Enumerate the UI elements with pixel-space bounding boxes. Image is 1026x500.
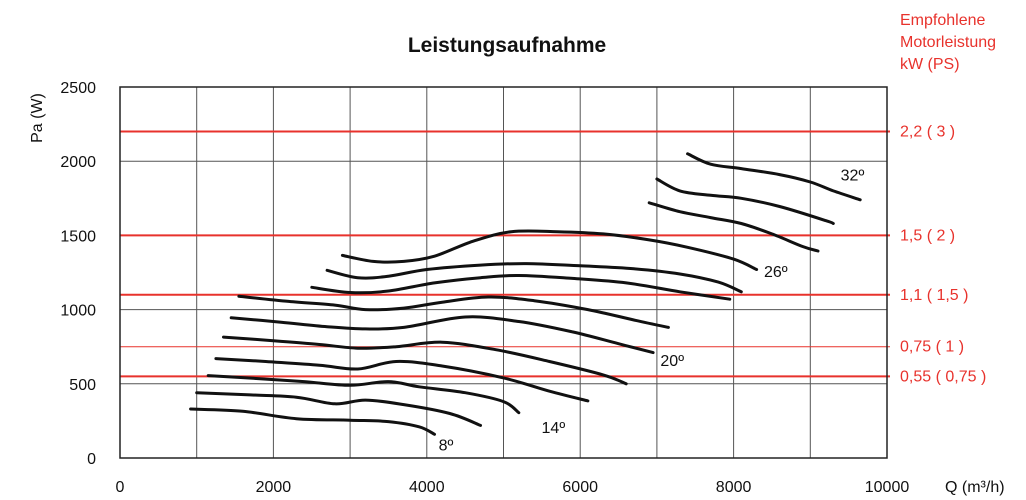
x-tick-label: 4000 (409, 479, 445, 496)
plot-frame (119, 86, 888, 459)
x-axis-label-text: Q (m³/h) (945, 479, 1005, 496)
motor-power-header-line: kW (PS) (900, 56, 960, 73)
motor-power-header-line: Empfohlene (900, 12, 985, 29)
motor-power-label: 1,1 ( 1,5 ) (900, 287, 968, 304)
y-tick-label: 500 (69, 377, 96, 394)
fan-curve (325, 262, 743, 294)
curve-label: 26º (764, 264, 788, 281)
y-tick-label: 1000 (60, 303, 96, 320)
curve-labels: 8º 14º 20º 26º 32º (439, 167, 865, 454)
y-axis-label: Pa (W) (29, 93, 46, 143)
y-tick-label: 0 (87, 451, 96, 468)
x-tick-label: 2000 (256, 479, 292, 496)
x-tick-label: 0 (116, 479, 125, 496)
motor-power-header-line: Motorleistung (900, 34, 996, 51)
curve-label: 32º (841, 167, 865, 184)
fan-curve (655, 177, 835, 225)
chart-title: Leistungsaufnahme (408, 34, 606, 57)
motor-power-label: 1,5 ( 2 ) (900, 227, 955, 244)
fan-curve (647, 201, 820, 253)
fan-curve (195, 391, 482, 427)
fan-curve (214, 357, 590, 403)
fan-curve (686, 152, 862, 202)
y-axis-ticks: 0 500 1000 1500 2000 2500 (60, 80, 96, 468)
motor-power-label: 0,55 ( 0,75 ) (900, 368, 986, 385)
fan-curve (206, 374, 521, 415)
curve-label: 20º (660, 353, 684, 370)
curve-label: 14º (542, 420, 566, 437)
x-axis-ticks: 0 2000 4000 6000 8000 10000 (116, 479, 910, 496)
motor-power-label: 2,2 ( 3 ) (900, 124, 955, 141)
x-axis-label: Q (m³/h) (945, 479, 1005, 496)
x-tick-label: 10000 (865, 479, 910, 496)
y-tick-label: 1500 (60, 228, 96, 245)
x-tick-label: 6000 (562, 479, 598, 496)
fan-curve (310, 273, 732, 301)
y-tick-label: 2500 (60, 80, 96, 97)
y-tick-label: 2000 (60, 154, 96, 171)
motor-power-label: 0,75 ( 1 ) (900, 339, 964, 356)
fan-curve (340, 229, 759, 271)
fan-curve (237, 294, 670, 329)
motor-power-header: Empfohlene Motorleistung kW (PS) (900, 12, 996, 73)
fan-curve (189, 407, 436, 436)
motor-power-lines: 2,2 ( 3 ) 1,5 ( 2 ) 1,1 ( 1,5 ) 0,75 ( 1 ) 0… (120, 124, 986, 385)
fan-curve (222, 335, 628, 386)
x-tick-label: 8000 (716, 479, 752, 496)
curve-label: 8º (439, 438, 454, 455)
fan-curves (189, 152, 862, 436)
fan-curve (229, 315, 655, 355)
